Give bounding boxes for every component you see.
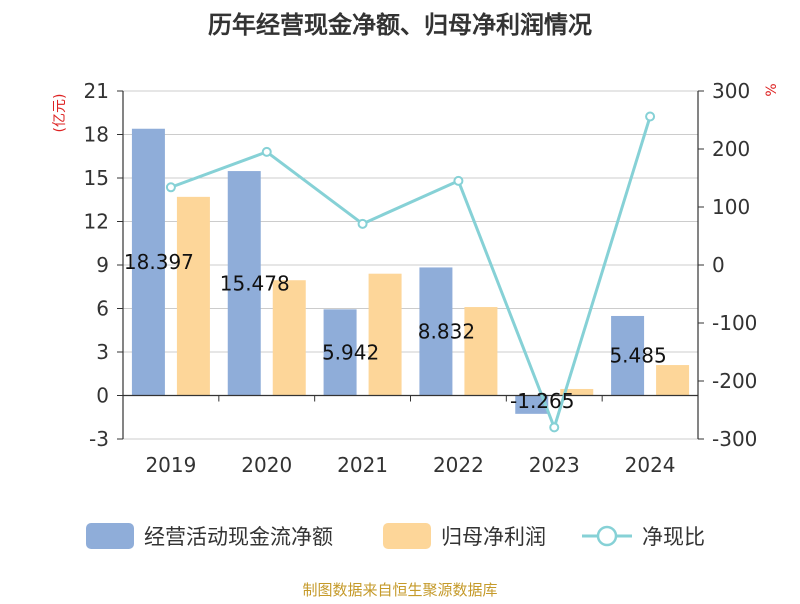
legend-swatch-cashflow — [86, 523, 134, 549]
line-net-cash-ratio — [170, 116, 652, 429]
data-label-2024: 5.485 — [609, 344, 666, 368]
right-tick-label: -200 — [712, 369, 757, 393]
left-tick-label: 6 — [96, 297, 109, 321]
grid-lines — [123, 90, 698, 440]
line-series-group — [165, 111, 656, 433]
data-label-2022: 8.832 — [418, 319, 475, 343]
right-tick-label: -100 — [712, 311, 757, 335]
bar-cashflow-2019 — [131, 128, 165, 396]
legend: 经营活动现金流净额 归母净利润 净现比 — [86, 523, 705, 549]
axes-group: -3 0 3 6 9 12 15 18 21 -300 -200 -100 0 100 200 300 2019… — [52, 79, 780, 477]
data-label-2023: -1.265 — [510, 389, 574, 413]
left-tick-label: 15 — [84, 166, 109, 190]
bar-net-profit-2020 — [272, 280, 306, 396]
bars-group — [131, 128, 690, 414]
left-tick-label: -3 — [89, 427, 109, 451]
bar-cashflow-2022 — [419, 267, 453, 396]
chart-title: 历年经营现金净额、归母净利润情况 — [208, 11, 592, 39]
source-note: 制图数据来自恒生聚源数据库 — [302, 581, 497, 599]
x-tick-label-2024: 2024 — [625, 453, 676, 477]
left-tick-label: 9 — [96, 253, 109, 277]
data-label-2019: 18.397 — [124, 250, 194, 274]
x-tick-label-2021: 2021 — [337, 453, 388, 477]
x-tick-label-2023: 2023 — [529, 453, 580, 477]
left-tick-label: 0 — [96, 384, 109, 408]
line-point-2022 — [453, 175, 464, 186]
x-tick-label-2019: 2019 — [145, 453, 196, 477]
data-labels-group: 18.397 15.478 5.942 8.832 -1.265 5.485 — [124, 250, 667, 413]
bar-cashflow-2023 — [515, 395, 549, 414]
right-tick-label: 300 — [712, 79, 750, 103]
line-point-2019 — [165, 182, 176, 193]
line-point-2023 — [549, 422, 560, 433]
left-axis-unit: (亿元) — [52, 94, 68, 133]
right-axis-unit: % — [764, 83, 780, 96]
bar-cashflow-2024 — [611, 315, 645, 396]
legend-label-net-profit: 归母净利润 — [441, 525, 546, 549]
right-tick-label: 200 — [712, 137, 750, 161]
line-point-2021 — [357, 218, 368, 229]
legend-marker-net-cash-ratio — [596, 525, 618, 547]
left-tick-label: 3 — [96, 340, 109, 364]
right-tick-label: -300 — [712, 427, 757, 451]
x-tick-label-2020: 2020 — [241, 453, 292, 477]
bar-cashflow-2021 — [323, 309, 357, 396]
legend-label-cashflow: 经营活动现金流净额 — [144, 525, 333, 549]
legend-swatch-net-profit — [383, 523, 431, 549]
data-label-2021: 5.942 — [322, 340, 379, 364]
bar-net-profit-2022 — [464, 307, 498, 396]
bar-cashflow-2020 — [227, 171, 261, 396]
right-tick-label: 100 — [712, 195, 750, 219]
line-point-2020 — [261, 146, 272, 157]
bar-net-profit-2019 — [176, 196, 210, 396]
legend-label-net-cash-ratio: 净现比 — [642, 525, 705, 549]
right-tick-label: 0 — [712, 253, 725, 277]
data-label-2020: 15.478 — [220, 271, 290, 295]
left-tick-label: 18 — [84, 123, 109, 147]
line-point-2024 — [645, 111, 656, 122]
left-tick-label: 12 — [84, 210, 109, 234]
bar-net-profit-2021 — [368, 273, 402, 396]
x-tick-label-2022: 2022 — [433, 453, 484, 477]
left-tick-label: 21 — [84, 79, 109, 103]
bar-net-profit-2024 — [656, 365, 690, 396]
bar-net-profit-2023 — [560, 388, 594, 396]
